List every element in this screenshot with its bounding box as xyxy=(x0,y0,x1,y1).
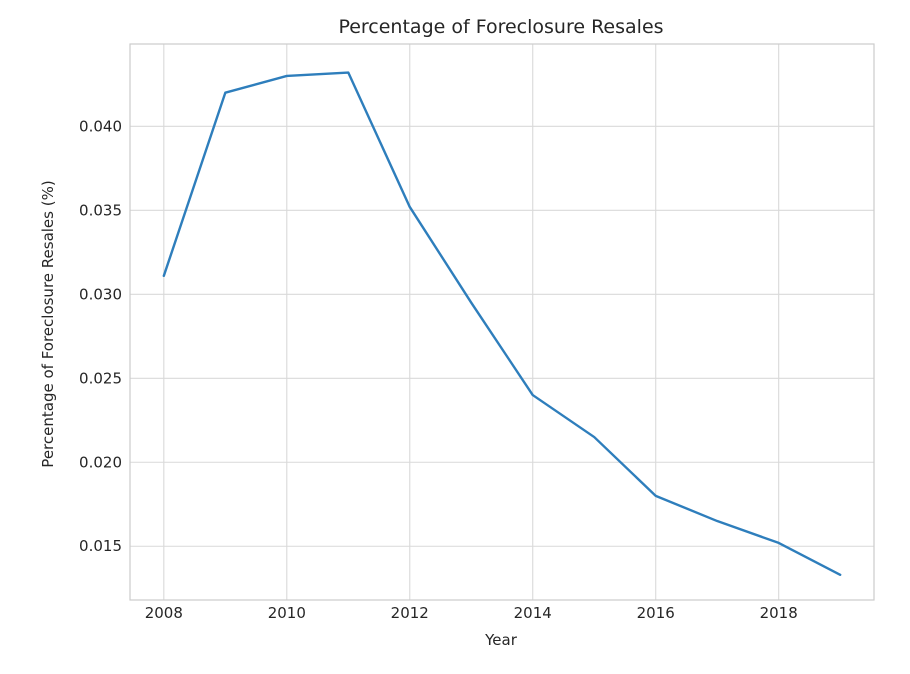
x-tick-label: 2010 xyxy=(268,604,306,622)
y-tick-label: 0.025 xyxy=(79,369,122,387)
plot-frame xyxy=(130,44,874,600)
y-tick-label: 0.040 xyxy=(79,117,122,135)
x-tick-label: 2018 xyxy=(760,604,798,622)
x-tick-label: 2012 xyxy=(391,604,429,622)
y-tick-label: 0.035 xyxy=(79,201,122,219)
x-tick-labels: 2008 2010 2012 2014 2016 2018 xyxy=(145,604,798,622)
grid-layer xyxy=(130,44,874,600)
x-axis-label: Year xyxy=(484,631,518,649)
series-layer xyxy=(164,73,840,575)
chart-title: Percentage of Foreclosure Resales xyxy=(338,16,663,38)
series-line xyxy=(164,73,840,575)
y-axis-label: Percentage of Foreclosure Resales (%) xyxy=(39,180,57,467)
x-tick-label: 2008 xyxy=(145,604,183,622)
y-tick-labels: 0.015 0.020 0.025 0.030 0.035 0.040 xyxy=(79,117,122,555)
y-tick-label: 0.015 xyxy=(79,537,122,555)
y-tick-label: 0.020 xyxy=(79,453,122,471)
x-tick-label: 2016 xyxy=(637,604,675,622)
y-tick-label: 0.030 xyxy=(79,285,122,303)
x-tick-label: 2014 xyxy=(514,604,552,622)
